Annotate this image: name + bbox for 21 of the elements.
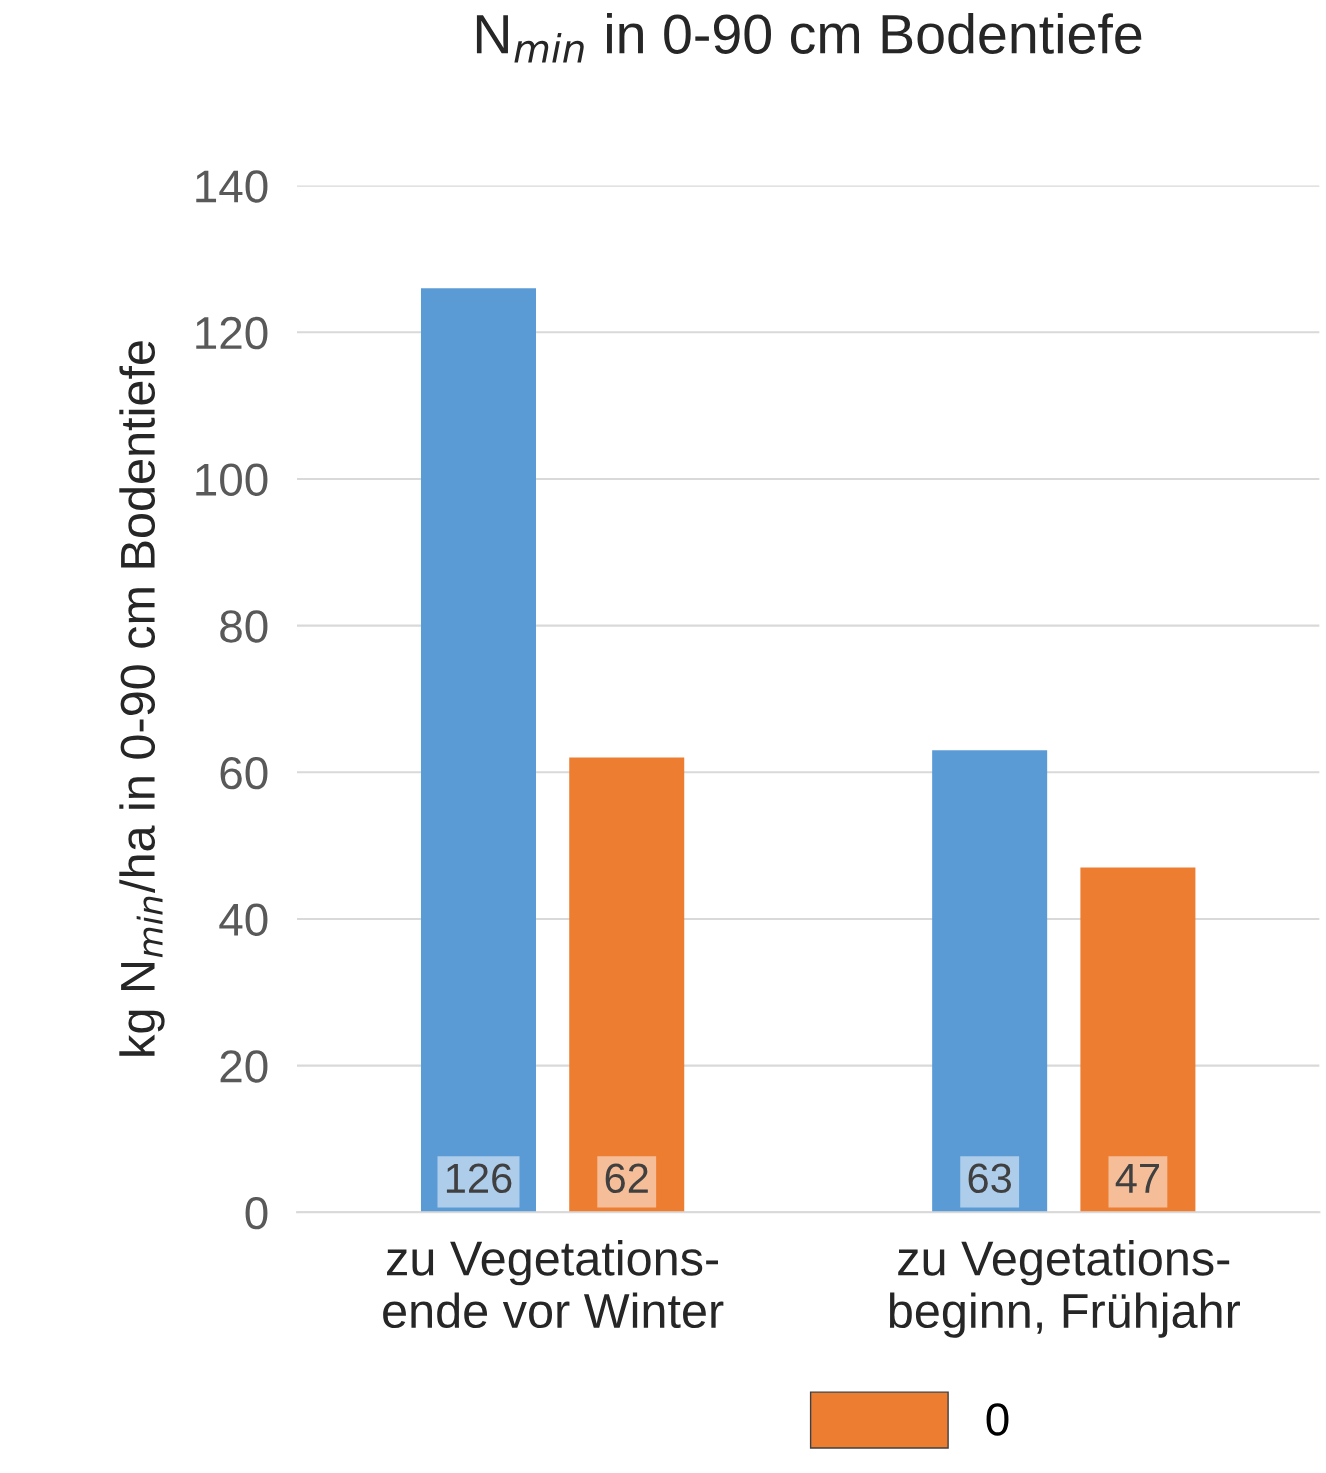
- data-label: 63: [968, 1163, 1012, 1194]
- bar: [420, 288, 536, 1213]
- bar: [932, 750, 1048, 1213]
- y-tick-label: 0: [245, 1196, 268, 1230]
- y-tick-label: 100: [196, 463, 268, 496]
- data-label: 62: [605, 1163, 648, 1194]
- y-tick-label: 20: [220, 1050, 268, 1083]
- y-tick-label: 120: [196, 316, 268, 350]
- y-tick-label: 140: [196, 170, 268, 203]
- y-axis-title: kg N$_{min}$/ha in 0-90 cm Bodentiefe: [119, 341, 165, 1056]
- x-tick-label: zu Vegetations- beginn, Frühjahr: [889, 1240, 1240, 1338]
- y-tick-label: 80: [220, 610, 268, 643]
- y-tick-label: 40: [219, 903, 268, 936]
- chart-title: N$_{min}$ in 0-90 cm Bodentiefe: [476, 13, 1142, 63]
- y-tick-label: 60: [220, 756, 268, 790]
- data-label: 126: [446, 1163, 512, 1194]
- bar: [1080, 867, 1196, 1213]
- x-tick-label: zu Vegetations- ende vor Winter: [383, 1240, 724, 1329]
- data-label: 47: [1115, 1163, 1159, 1193]
- legend-label: 0: [986, 1403, 1009, 1436]
- bar: [569, 757, 685, 1213]
